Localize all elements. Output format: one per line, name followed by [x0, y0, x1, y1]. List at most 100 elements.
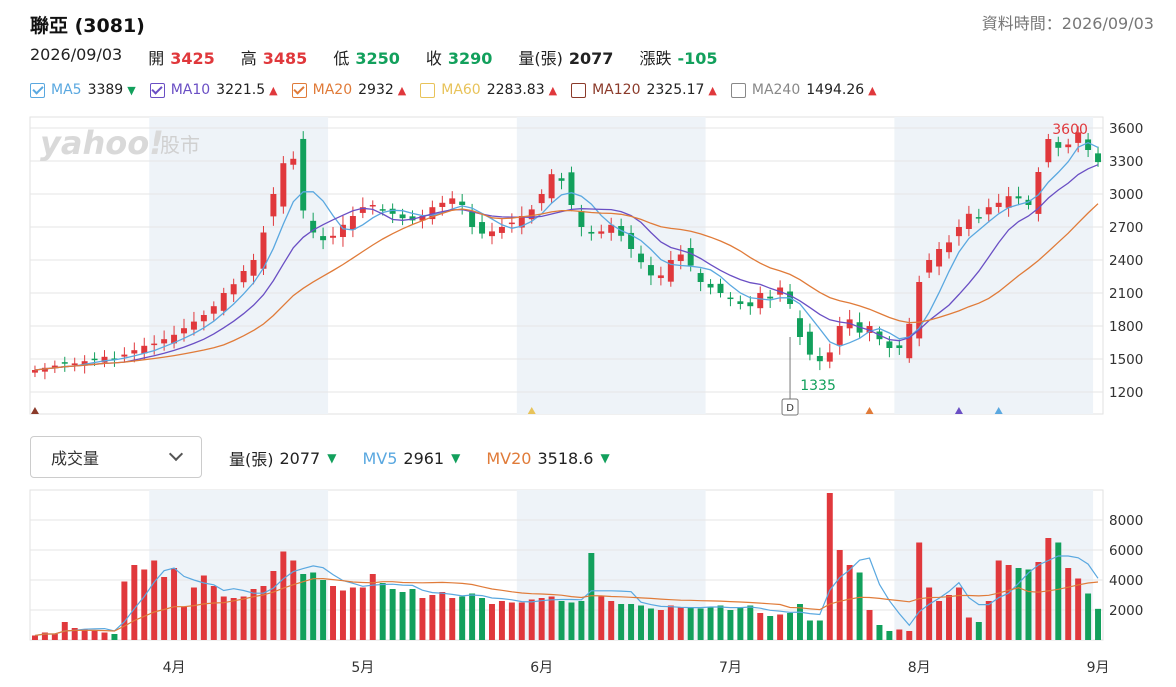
candle-body — [985, 207, 992, 215]
volume-bar — [747, 605, 754, 640]
candle-body — [339, 224, 346, 238]
volume-bar — [936, 601, 943, 640]
volume-bar — [926, 587, 933, 640]
volume-bar — [995, 560, 1002, 640]
ma-value: 3221.5 — [216, 82, 266, 98]
volume-bar — [1035, 562, 1042, 640]
checkbox-icon[interactable] — [420, 82, 436, 98]
volume-bar — [181, 607, 187, 640]
candle-body — [657, 275, 664, 279]
y-tick-label: 2100 — [1109, 286, 1143, 302]
chevron-down-icon — [168, 446, 184, 462]
ma-name: MA10 — [170, 82, 211, 98]
candle-body — [906, 323, 913, 359]
volume-bar — [210, 586, 217, 640]
checkbox-icon[interactable] — [30, 82, 45, 98]
ma-legend-ma20[interactable]: MA20 2932 ▲ — [291, 82, 406, 98]
price-chart[interactable]: 1200 1500 1800 2100 2400 2700 3000 3300 3600 yaho… — [0, 112, 1176, 418]
candle-body — [459, 201, 466, 205]
volume-bar — [916, 542, 923, 640]
volume-bar — [548, 596, 555, 640]
volume-bar — [1085, 593, 1092, 640]
checkbox-icon[interactable] — [149, 82, 165, 98]
volume-legend: 量(張) 2077 ▼ MV5 2961 ▼ MV20 3518.6 ▼ — [229, 446, 636, 470]
signal-triangle-icon — [865, 407, 874, 414]
candle-body — [121, 354, 128, 357]
volume-bar — [618, 604, 625, 640]
candle-body — [81, 361, 88, 365]
quote-volume: 量(張) 2077 — [518, 49, 614, 68]
volume-bar — [399, 592, 406, 640]
ma-legend: MA5 3389 ▼ MA10 3221.5 ▲ MA20 2932 ▲ MA60 2283.83 ▲… — [30, 82, 891, 98]
y-tick-label: 2400 — [1109, 253, 1143, 269]
volume-bar — [141, 569, 148, 640]
candle-body — [349, 216, 356, 230]
candle-body — [161, 339, 168, 344]
volume-bar — [727, 610, 734, 640]
volume-bar — [81, 629, 88, 640]
candle-body — [916, 282, 923, 339]
mv5-legend: MV5 2961 ▼ — [362, 448, 461, 468]
candle-body — [1095, 153, 1102, 163]
checkbox-icon[interactable] — [291, 82, 307, 98]
candle-body — [677, 254, 684, 262]
candle-body — [151, 343, 158, 346]
x-tick-label: 4月 — [163, 660, 186, 676]
candle-body — [598, 231, 605, 234]
x-tick-label: 8月 — [908, 660, 931, 676]
volume-bar — [151, 560, 158, 640]
volume-bar — [429, 595, 436, 640]
volume-chart[interactable]: 2000 4000 6000 8000 4月 5月 6月 7月 8月 9月 — [0, 486, 1176, 687]
ma-legend-ma60[interactable]: MA60 2283.83 ▲ — [420, 82, 557, 98]
candle-body — [667, 260, 674, 282]
quote-change: 漲跌 -105 — [639, 49, 718, 68]
y-tick-label: 8000 — [1109, 513, 1143, 529]
ma-name: MA120 — [592, 82, 641, 98]
volume-bar — [886, 631, 893, 640]
candle-body — [578, 210, 585, 227]
ma-legend-ma5[interactable]: MA5 3389 ▼ — [30, 82, 136, 98]
volume-bar — [359, 587, 366, 640]
candle-body — [449, 198, 456, 204]
checkbox-icon[interactable] — [730, 82, 746, 98]
volume-bar — [1065, 568, 1072, 640]
x-tick-label: 7月 — [719, 660, 742, 676]
ma-value: 2932 — [358, 82, 394, 98]
ma-legend-ma10[interactable]: MA10 3221.5 ▲ — [149, 82, 278, 98]
candle-body — [399, 214, 406, 219]
ma-legend-ma120[interactable]: MA120 2325.17 ▲ — [571, 82, 717, 98]
mv20-legend: MV20 3518.6 ▼ — [486, 448, 610, 468]
volume-bar — [479, 598, 486, 640]
candle-body — [310, 220, 317, 233]
signal-triangle-icon — [994, 407, 1003, 414]
candle-body — [926, 260, 933, 273]
volume-bar — [161, 577, 168, 640]
volume-bar — [1005, 565, 1012, 640]
volume-bar — [538, 598, 545, 640]
volume-bar — [320, 580, 327, 640]
y-tick-label: 3000 — [1109, 187, 1143, 203]
volume-bar — [946, 595, 952, 640]
candle-body — [896, 345, 903, 348]
candle-body — [886, 341, 893, 348]
volume-bar — [777, 614, 784, 640]
indicator-select[interactable]: 成交量 — [30, 436, 202, 478]
month-band — [149, 490, 329, 640]
candle-body — [290, 158, 297, 165]
volume-bar — [667, 605, 674, 640]
volume-bar — [985, 601, 992, 640]
ma-legend-ma240[interactable]: MA240 1494.26 ▲ — [730, 82, 877, 98]
volume-bar — [638, 605, 644, 640]
triangle-down-icon: ▼ — [127, 83, 136, 97]
checkbox-icon[interactable] — [571, 82, 587, 98]
ma-name: MA240 — [751, 82, 801, 98]
quote-bar: 2026/09/03 開 3425 高 3485 低 3250 收 3290 量(張) 2… — [30, 45, 744, 69]
mv20-line — [34, 577, 1099, 637]
candle-body — [558, 178, 565, 181]
candle-body — [518, 216, 525, 228]
stock-title: 聯亞 (3081) — [30, 15, 145, 37]
volume-bar — [528, 599, 535, 640]
y-tick-label: 2000 — [1109, 603, 1143, 619]
y-tick-label: 3300 — [1109, 154, 1143, 170]
candle-body — [31, 370, 38, 373]
